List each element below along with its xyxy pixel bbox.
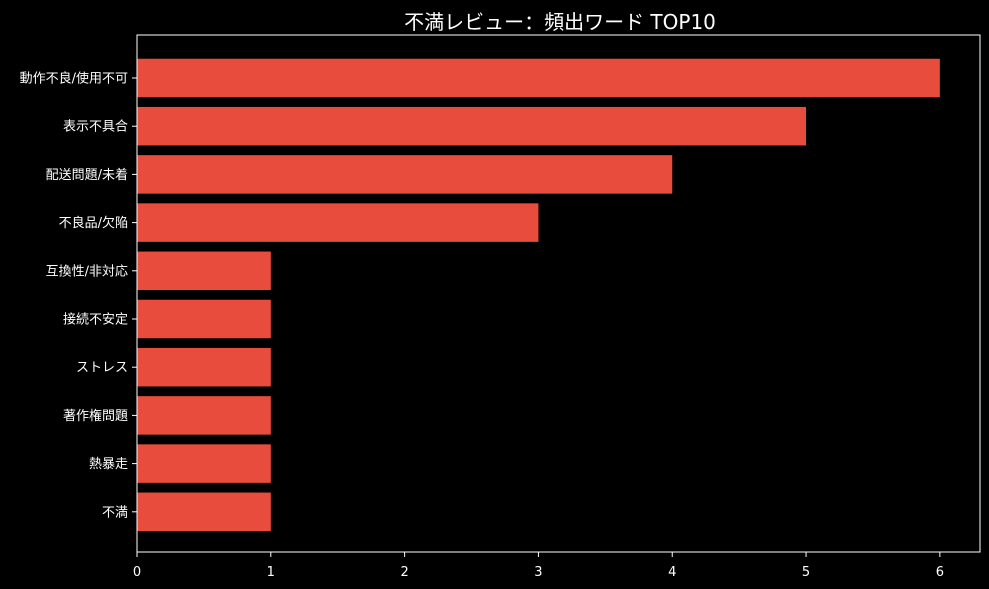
chart-title: 不満レビュー：頻出ワード TOP10 — [404, 10, 716, 34]
bar-1 — [137, 58, 940, 98]
category-label: ストレス — [76, 361, 128, 376]
category-label: 配送問題/未着 — [46, 167, 128, 183]
category-label: 不満 — [102, 505, 128, 520]
category-label: 接続不安定 — [63, 312, 128, 328]
x-tick-label: 1 — [267, 565, 275, 580]
category-label: 表示不具合 — [63, 120, 128, 135]
bar-6 — [137, 299, 271, 339]
x-tick-label: 3 — [534, 565, 542, 580]
bar-5 — [137, 251, 271, 291]
bar-3 — [137, 155, 673, 194]
category-label: 不良品/欠陥 — [59, 215, 128, 231]
bar-4 — [137, 203, 539, 242]
x-tick-label: 5 — [802, 565, 810, 580]
category-label: 互換性/非対応 — [46, 264, 128, 279]
x-tick-label: 2 — [400, 565, 408, 580]
bar-2 — [137, 106, 807, 146]
bars-group — [137, 58, 940, 532]
category-label: 著作権問題 — [63, 408, 128, 424]
plot-frame — [136, 34, 981, 553]
x-axis-ticks: 0 1 2 3 4 5 6 — [133, 552, 944, 580]
category-label: 動作不良/使用不可 — [20, 71, 128, 87]
x-tick-label: 6 — [936, 565, 944, 580]
x-tick-label: 0 — [133, 565, 141, 580]
bar-10 — [137, 492, 271, 532]
x-tick-label: 4 — [668, 565, 676, 580]
bar-8 — [137, 396, 271, 435]
category-label: 熱暴走 — [89, 457, 128, 472]
category-labels: 動作不良/使用不可表示不具合配送問題/未着不良品/欠陥互換性/非対応接続不安定ス… — [20, 71, 137, 520]
bar-9 — [137, 444, 271, 483]
bar-7 — [137, 347, 271, 387]
